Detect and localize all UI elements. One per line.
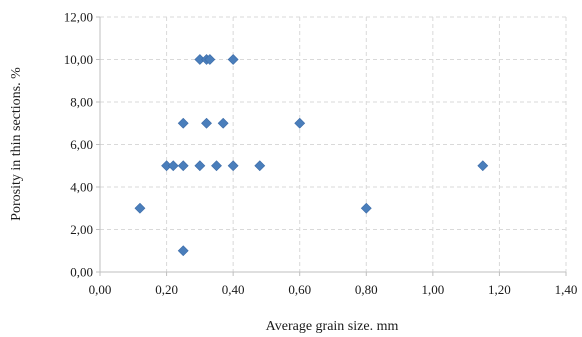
x-tick-label: 0,80 <box>355 282 378 297</box>
x-tick-label: 0,00 <box>89 282 112 297</box>
data-point <box>360 202 372 214</box>
data-point <box>177 160 189 172</box>
data-point <box>177 117 189 129</box>
data-point <box>167 160 179 172</box>
y-axis-ticks: 0,00 2,00 4,00 6,00 8,00 10,00 12,00 <box>64 10 100 280</box>
data-point <box>477 160 489 172</box>
data-point <box>204 54 216 65</box>
data-point <box>217 117 229 129</box>
y-axis-title: Porosity in thin sections. % <box>9 67 24 221</box>
y-tick-label: 12,00 <box>64 10 93 25</box>
data-point <box>211 160 222 172</box>
y-tick-label: 10,00 <box>64 52 93 67</box>
x-axis-title: Average grain size. mm <box>266 319 399 334</box>
data-point <box>254 160 266 172</box>
data-point <box>227 160 239 172</box>
data-point <box>227 54 239 65</box>
data-point <box>194 160 206 172</box>
data-point <box>201 117 212 129</box>
y-tick-label: 6,00 <box>70 137 93 152</box>
x-tick-label: 1,00 <box>421 282 444 297</box>
x-tick-label: 1,40 <box>555 282 578 297</box>
data-point <box>134 202 146 214</box>
y-tick-label: 0,00 <box>70 265 93 280</box>
x-tick-label: 0,20 <box>155 282 178 297</box>
y-tick-label: 4,00 <box>70 180 93 195</box>
x-tick-label: 0,40 <box>222 282 245 297</box>
y-tick-label: 2,00 <box>70 222 93 237</box>
x-tick-label: 1,20 <box>488 282 511 297</box>
gridlines <box>100 16 567 272</box>
x-axis-ticks: 0,00 0,20 0,40 0,60 0,80 1,00 1,20 1,40 <box>89 272 578 297</box>
data-point <box>294 117 306 129</box>
x-tick-label: 0,60 <box>288 282 311 297</box>
data-points <box>134 54 489 257</box>
y-tick-label: 8,00 <box>70 95 93 110</box>
data-point <box>177 245 189 257</box>
